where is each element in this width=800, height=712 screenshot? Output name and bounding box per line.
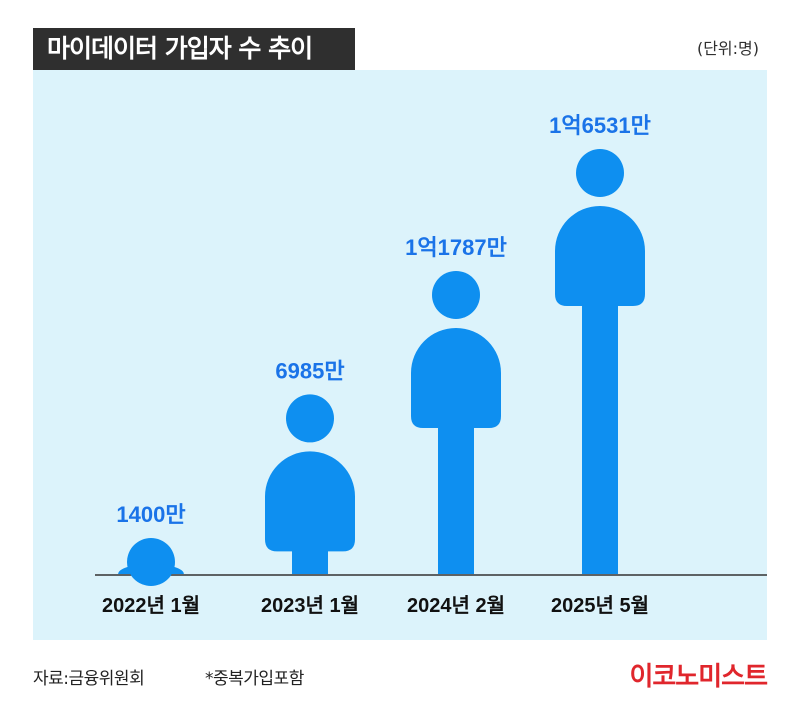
person-head-2 (286, 394, 334, 443)
brand-logo: 이코노미스트 (629, 662, 768, 692)
person-head-4 (576, 149, 624, 197)
person-head-1 (127, 538, 175, 587)
chart-svg: 1400만 2022년 1월 6985만 2023년 1월 1억1787만 2024년 2… (95, 113, 767, 617)
category-label-4: 2025년 5월 (551, 594, 649, 617)
category-label-1: 2022년 1월 (102, 594, 200, 617)
person-bar-2 (265, 394, 355, 574)
header-band (355, 28, 767, 70)
person-bar-4 (555, 149, 645, 574)
plot-area: 1400만 2022년 1월 6985만 2023년 1월 1억1787만 2024년 2… (33, 70, 767, 640)
person-body-2 (265, 451, 355, 574)
source-text: 자료:금융위원회 (33, 669, 145, 689)
value-label-4: 1억6531만 (549, 113, 651, 138)
person-head-3 (432, 270, 480, 319)
footnote-text: *중복가입포함 (205, 669, 304, 689)
chart-title: 마이데이터 가입자 수 추이 (47, 34, 313, 63)
person-bar-3 (411, 270, 502, 574)
value-label-2: 6985만 (275, 358, 344, 383)
category-label-3: 2024년 2월 (407, 594, 505, 617)
person-bar-1 (118, 538, 184, 587)
person-body-1 (118, 564, 184, 574)
value-label-1: 1400만 (116, 502, 185, 527)
category-label-2: 2023년 1월 (261, 594, 359, 617)
value-label-3: 1억1787만 (405, 235, 507, 260)
unit-label: (단위:명) (696, 39, 759, 58)
person-body-3 (411, 327, 502, 574)
person-body-4 (555, 206, 645, 574)
